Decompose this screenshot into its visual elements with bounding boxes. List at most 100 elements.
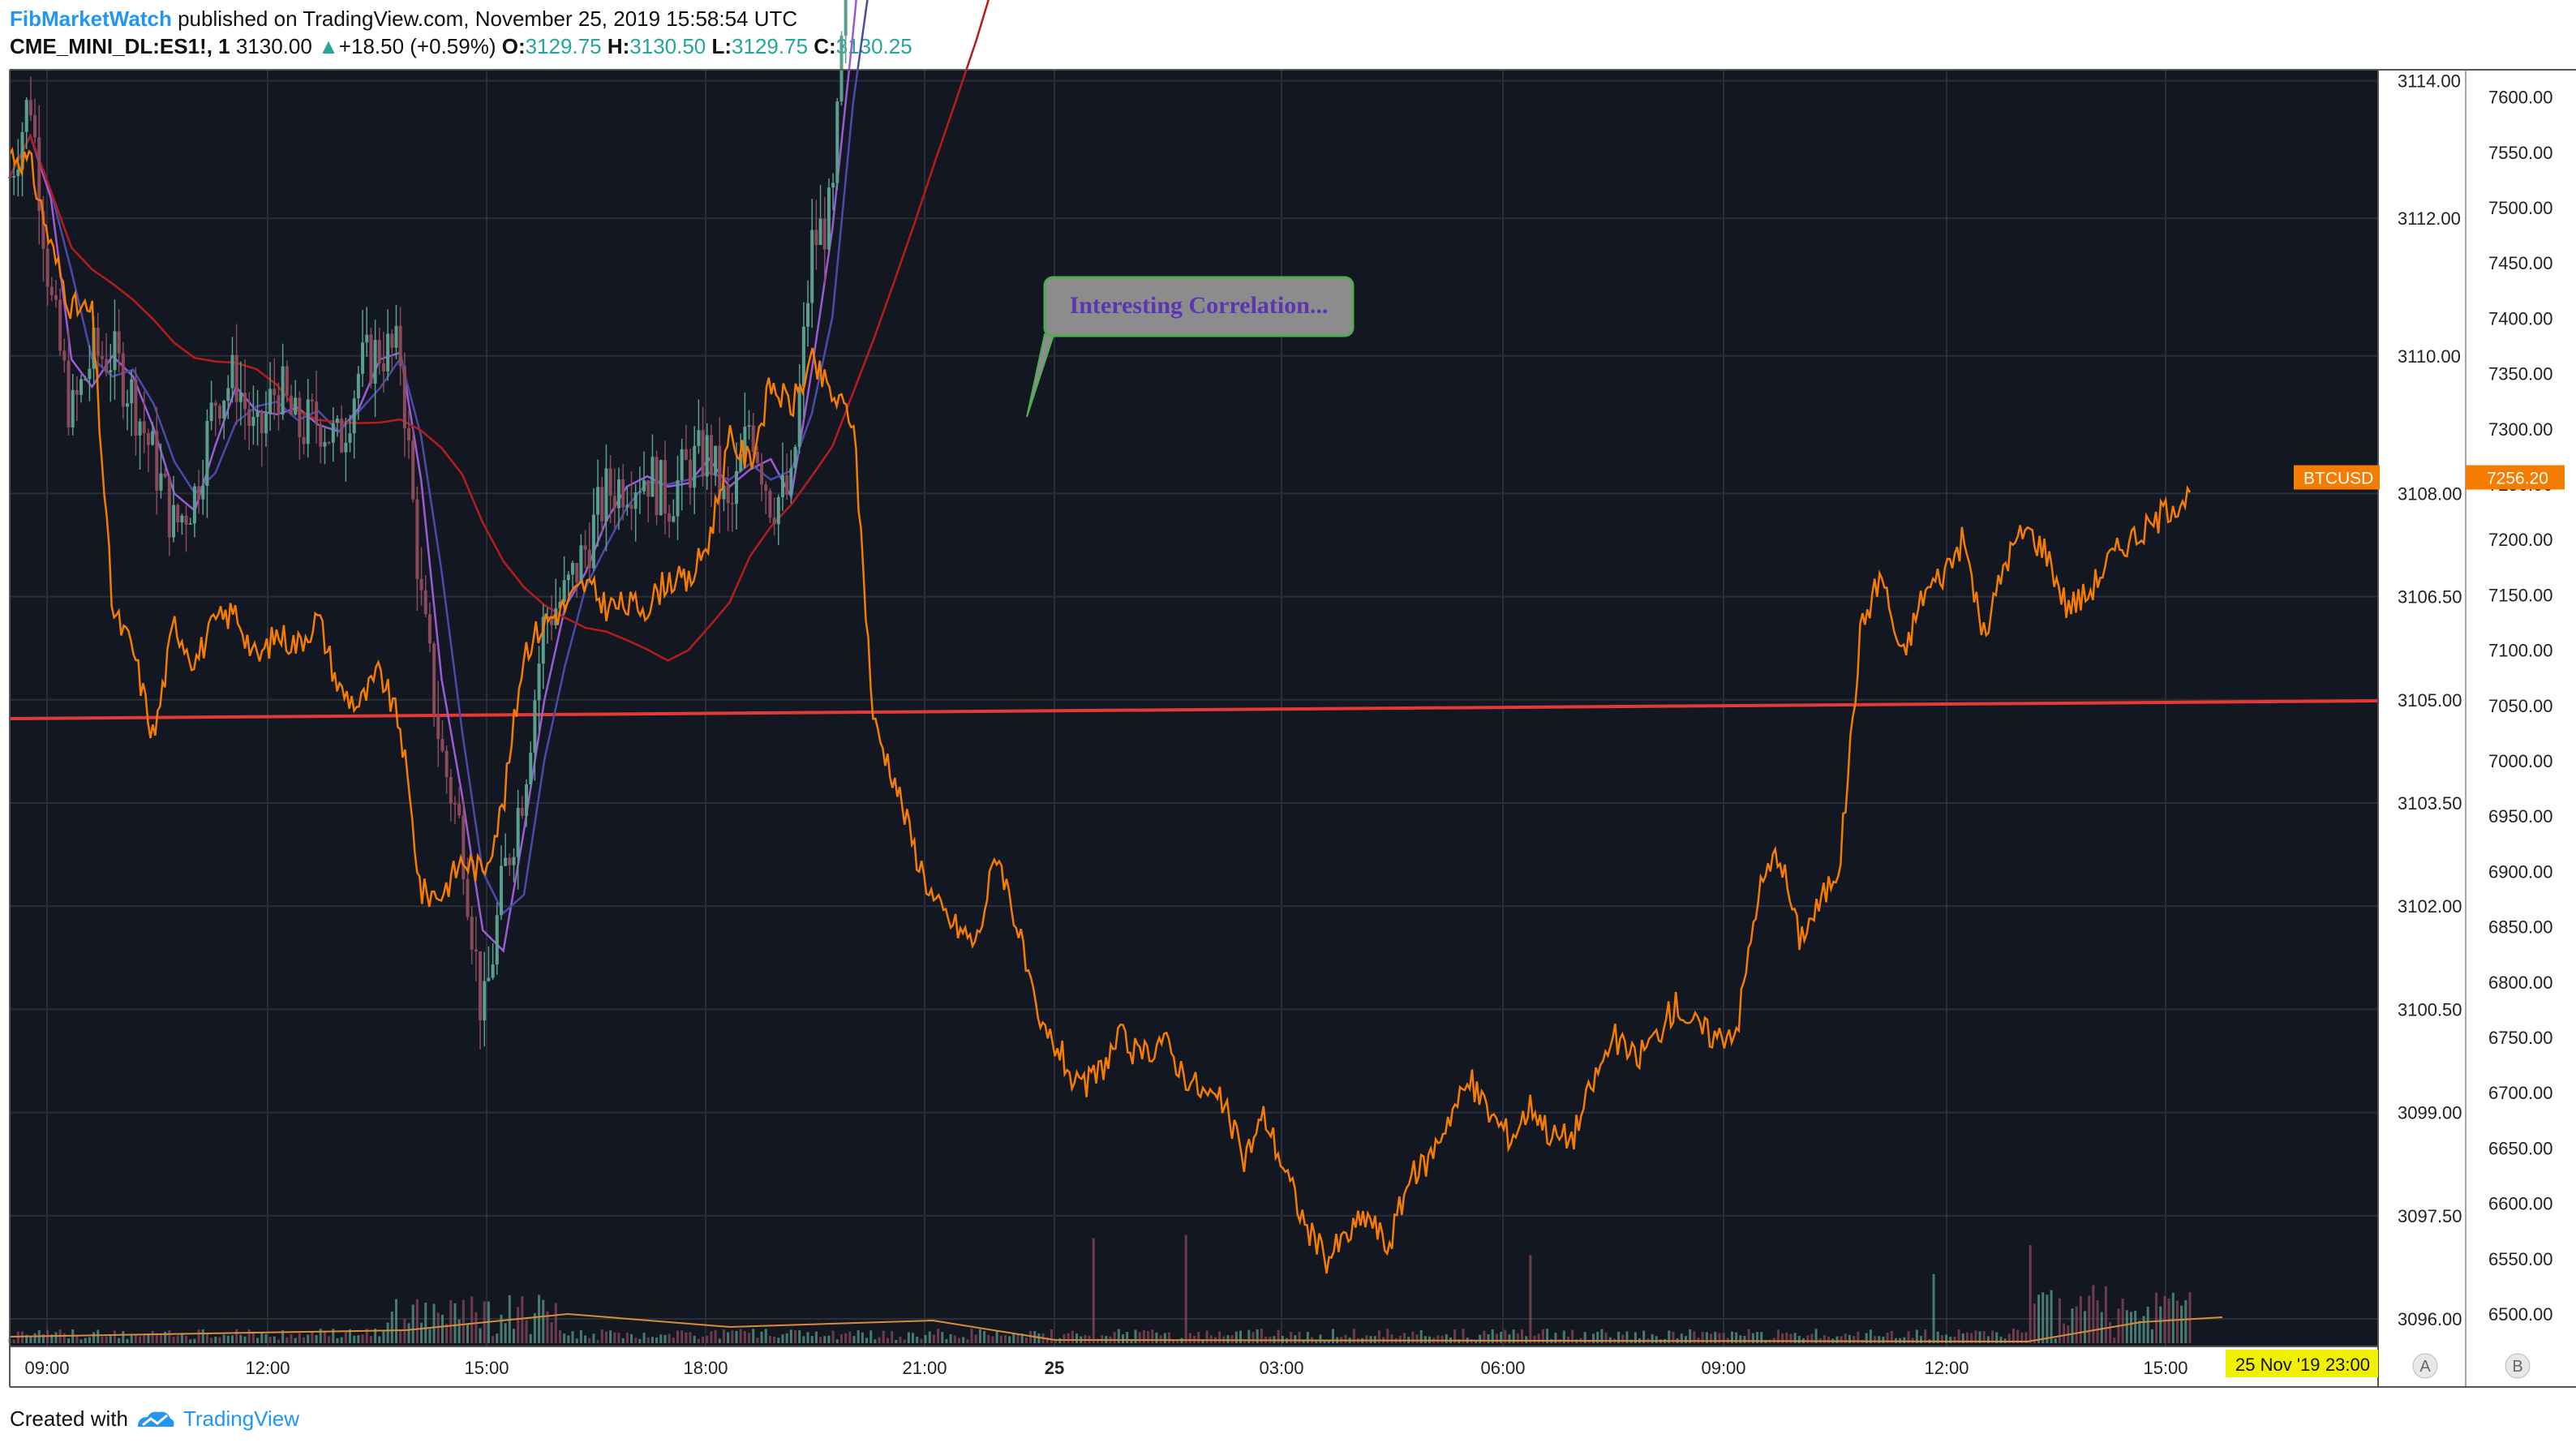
es-candle (612, 496, 616, 509)
volume-bar (1071, 1330, 1074, 1343)
es-candle (730, 503, 734, 505)
es-candle (184, 515, 188, 525)
es-candle (37, 137, 41, 212)
volume-bar (12, 1339, 15, 1343)
volume-bar (415, 1299, 419, 1343)
volume-bar (1277, 1329, 1280, 1343)
symbol-name: CME_MINI_DL:ES1!, 1 (10, 34, 230, 58)
btc-symbol-label: BTCUSD (2303, 470, 2373, 488)
volume-bar (697, 1338, 700, 1343)
callout-box[interactable] (1043, 276, 1355, 337)
tradingview-logo-icon (137, 1411, 174, 1427)
volume-bar (571, 1331, 574, 1343)
es-candle (470, 917, 474, 950)
btc-tick-label: 7600.00 (2488, 88, 2553, 108)
trendline-layer (9, 699, 2379, 720)
volume-bar (176, 1335, 179, 1343)
volume-bar (432, 1303, 436, 1343)
volume-bar (1525, 1336, 1528, 1343)
scale-button[interactable] (2412, 1353, 2438, 1379)
volume-bar (147, 1333, 150, 1343)
volume-bar (1995, 1332, 1999, 1343)
es-candle (629, 505, 633, 509)
volume-bar (630, 1333, 633, 1343)
volume-bar (584, 1335, 587, 1343)
es-tick-label: 3110.00 (2398, 346, 2461, 367)
es-candle (743, 427, 747, 454)
es-candle (222, 401, 226, 419)
volume-bar (617, 1333, 620, 1343)
volume-bar (588, 1338, 591, 1343)
es-candle (79, 379, 84, 395)
es-candle (604, 468, 608, 522)
volume-bar (1315, 1339, 1318, 1343)
volume-bar (1323, 1339, 1326, 1343)
btc-tick-label: 7100.00 (2488, 641, 2553, 661)
volume-bar (394, 1299, 397, 1343)
volume-bar (1924, 1329, 1927, 1343)
btc-tick-label: 7550.00 (2488, 143, 2553, 163)
volume-bar (226, 1335, 230, 1343)
annotation-callout[interactable]: Interesting Correlation... (1026, 276, 1355, 418)
scale-button[interactable] (2505, 1353, 2531, 1379)
es-candle (491, 964, 495, 978)
es-candle (709, 435, 713, 475)
volume-bar (2046, 1295, 2049, 1343)
volume-bar (1440, 1335, 1444, 1343)
volume-bar (861, 1332, 864, 1343)
volume-bar (1239, 1330, 1243, 1343)
volume-bar (1903, 1337, 1906, 1343)
volume-bar (1982, 1331, 1986, 1343)
volume-bar (151, 1331, 154, 1343)
es-candle (525, 784, 529, 816)
volume-bar (563, 1333, 566, 1343)
volume-bar (702, 1336, 705, 1343)
volume-bar (1814, 1329, 1818, 1343)
es-tick-label: 3108.00 (2398, 483, 2462, 504)
volume-bar (1419, 1329, 1423, 1343)
volume-bar (143, 1333, 146, 1343)
volume-bar (1256, 1329, 1259, 1343)
es-candle (201, 486, 205, 500)
es-candle (327, 441, 331, 444)
volume-bar (1172, 1339, 1175, 1343)
es-candle (608, 468, 612, 496)
es-candle (462, 815, 466, 879)
low-value: 3129.75 (732, 34, 809, 58)
es-candle (130, 379, 134, 404)
es-tick-label: 3100.50 (2398, 999, 2462, 1020)
es-candle (558, 602, 562, 609)
volume-bar (1583, 1332, 1586, 1343)
volume-bar (1386, 1329, 1389, 1343)
volume-bar (1949, 1336, 1952, 1343)
volume-bar (307, 1334, 310, 1343)
volume-bar (1596, 1331, 1599, 1343)
volume-bar (1793, 1333, 1797, 1343)
volume-bar (1008, 1336, 1011, 1343)
es-candle (402, 366, 406, 429)
grid (10, 70, 2380, 1346)
date-label: 25 Nov '19 (2235, 1355, 2321, 1375)
es-candle (369, 334, 373, 384)
volume-bar (999, 1335, 1002, 1343)
volume-bar (941, 1332, 944, 1343)
volume-bar (1134, 1329, 1137, 1343)
es-candle (504, 857, 508, 866)
es-candle (633, 492, 638, 509)
volume-bar (538, 1295, 541, 1343)
volume-bar (1092, 1238, 1095, 1343)
btc-tick-label: 6800.00 (2488, 973, 2553, 993)
es-candle (163, 473, 167, 477)
author-name[interactable]: FibMarketWatch (10, 6, 172, 31)
volume-bar (466, 1323, 470, 1343)
tradingview-brand[interactable]: TradingView (182, 1406, 300, 1431)
es-candle (176, 505, 180, 523)
volume-bar (1562, 1330, 1565, 1343)
volume-bar (1915, 1329, 1918, 1343)
es-candle (529, 752, 533, 785)
volume-bar (1344, 1334, 1347, 1343)
volume-bar (201, 1329, 204, 1343)
volume-bar (794, 1330, 797, 1343)
volume-bar (810, 1335, 814, 1343)
